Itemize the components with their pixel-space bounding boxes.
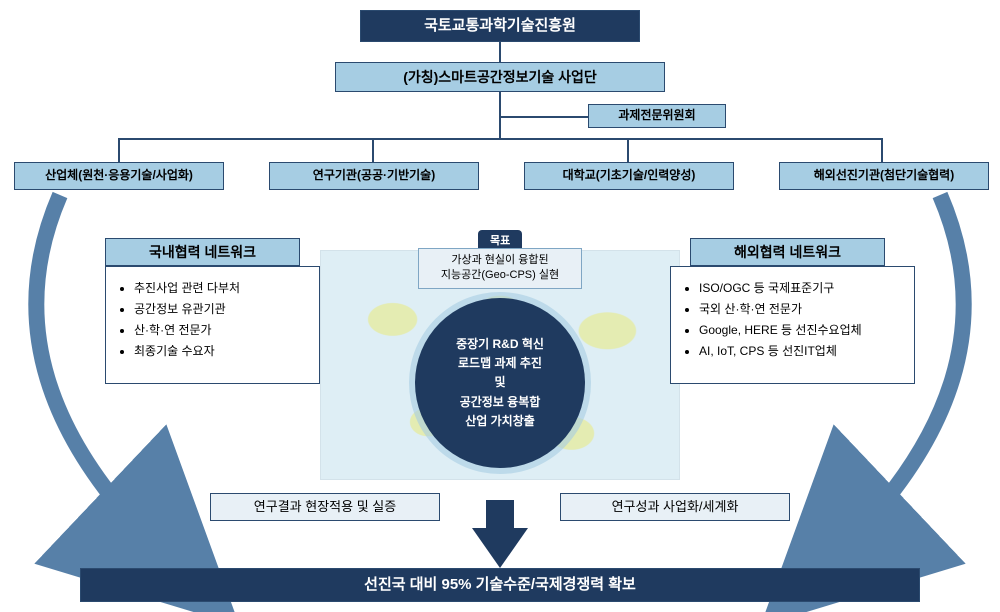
vline-org1 [118, 138, 120, 162]
vline-project [499, 92, 501, 138]
org-research-label: 연구기관(공공·기반기술) [313, 168, 435, 184]
hline-orgs [118, 138, 882, 140]
overseas-item: AI, IoT, CPS 등 선진IT업체 [699, 342, 902, 359]
final-label: 선진국 대비 95% 기술수준/국제경쟁력 확보 [364, 575, 636, 595]
domestic-list-box: 추진사업 관련 다부처 공간정보 유관기관 산·학·연 전문가 최종기술 수요자 [105, 266, 320, 384]
top-org-box: 국토교통과학기술진흥원 [360, 10, 640, 42]
domestic-item: 산·학·연 전문가 [134, 321, 307, 338]
center-l3: 및 [494, 375, 505, 389]
overseas-title-box: 해외협력 네트워크 [690, 238, 885, 266]
domestic-title-box: 국내협력 네트워크 [105, 238, 300, 266]
vline-root [499, 42, 501, 62]
goal-line2: 지능공간(Geo-CPS) 실현 [441, 269, 559, 281]
committee-box: 과제전문위원회 [588, 104, 726, 128]
org-university: 대학교(기초기술/인력양성) [524, 162, 734, 190]
vline-org2 [372, 138, 374, 162]
org-university-label: 대학교(기초기술/인력양성) [563, 168, 696, 184]
domestic-item: 추진사업 관련 다부처 [134, 279, 307, 296]
center-l1: 중장기 R&D 혁신 [456, 337, 544, 351]
org-research: 연구기관(공공·기반기술) [269, 162, 479, 190]
goal-label: 목표 [490, 235, 510, 247]
center-circle: 중장기 R&D 혁신 로드맵 과제 추진 및 공간정보 융복합 산업 가치창출 [415, 298, 585, 468]
final-box: 선진국 대비 95% 기술수준/국제경쟁력 확보 [80, 568, 920, 602]
goal-line1: 가상과 현실이 융합된 [451, 254, 548, 266]
goal-label-box: 목표 [478, 230, 522, 250]
committee-label: 과제전문위원회 [618, 108, 695, 124]
top-org-label: 국토교통과학기술진흥원 [424, 16, 576, 36]
overseas-item: ISO/OGC 등 국제표준기구 [699, 279, 902, 296]
bottom-left-label: 연구결과 현장적용 및 실증 [254, 499, 396, 516]
org-industry: 산업체(원천·응용기술/사업화) [14, 162, 224, 190]
domestic-item: 공간정보 유관기관 [134, 300, 307, 317]
project-label: (가칭)스마트공간정보기술 사업단 [403, 68, 597, 86]
bottom-left-box: 연구결과 현장적용 및 실증 [210, 493, 440, 521]
center-l5: 산업 가치창출 [465, 414, 535, 428]
overseas-list-box: ISO/OGC 등 국제표준기구 국외 산·학·연 전문가 Google, HE… [670, 266, 915, 384]
domestic-list: 추진사업 관련 다부처 공간정보 유관기관 산·학·연 전문가 최종기술 수요자 [118, 279, 307, 359]
project-box: (가칭)스마트공간정보기술 사업단 [335, 62, 665, 92]
overseas-list: ISO/OGC 등 국제표준기구 국외 산·학·연 전문가 Google, HE… [683, 279, 902, 359]
domestic-title: 국내협력 네트워크 [149, 243, 256, 261]
goal-body-box: 가상과 현실이 융합된 지능공간(Geo-CPS) 실현 [418, 248, 582, 289]
center-l4: 공간정보 융복합 [460, 395, 541, 409]
center-l2: 로드맵 과제 추진 [458, 356, 542, 370]
org-foreign: 해외선진기관(첨단기술협력) [779, 162, 989, 190]
vline-org4 [881, 138, 883, 162]
org-foreign-label: 해외선진기관(첨단기술협력) [814, 168, 954, 184]
overseas-title: 해외협력 네트워크 [734, 243, 841, 261]
bottom-right-box: 연구성과 사업화/세계화 [560, 493, 790, 521]
domestic-item: 최종기술 수요자 [134, 342, 307, 359]
overseas-item: Google, HERE 등 선진수요업체 [699, 321, 902, 338]
hline-committee [499, 116, 589, 118]
vline-org3 [627, 138, 629, 162]
overseas-item: 국외 산·학·연 전문가 [699, 300, 902, 317]
down-arrow-icon [472, 528, 528, 568]
org-industry-label: 산업체(원천·응용기술/사업화) [45, 168, 193, 184]
bottom-right-label: 연구성과 사업화/세계화 [612, 499, 739, 516]
